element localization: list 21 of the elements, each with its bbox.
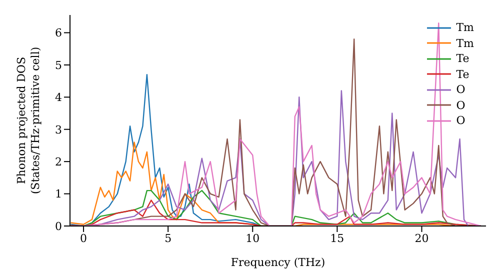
x-tick-label: 5 — [164, 232, 172, 245]
legend-label: O — [456, 82, 466, 98]
legend-label: Tm — [456, 36, 474, 51]
y-tick-label: 0 — [55, 220, 62, 233]
y-tick-label: 5 — [55, 58, 62, 72]
y-tick-label: 4 — [55, 91, 62, 104]
y-tick-label: 6 — [55, 26, 62, 40]
legend-label: O — [456, 113, 466, 128]
legend-label: O — [456, 98, 466, 113]
legend-label: Te — [456, 51, 470, 66]
y-tick-label: 1 — [55, 188, 62, 201]
x-tick-label: 15 — [330, 232, 344, 245]
y-tick-label: 3 — [55, 123, 62, 136]
legend-label: Tm — [456, 20, 474, 36]
legend-label: Te — [456, 66, 470, 82]
x-tick-label: 0 — [80, 232, 88, 245]
x-axis-title: Frequency (THz) — [230, 256, 326, 269]
y-axis-title: Phonon projected DOS (States/THz·primitive cell) — [15, 46, 42, 194]
x-tick-label: 20 — [414, 232, 429, 245]
x-tick-label: 10 — [246, 232, 260, 245]
y-tick-label: 2 — [55, 155, 62, 168]
